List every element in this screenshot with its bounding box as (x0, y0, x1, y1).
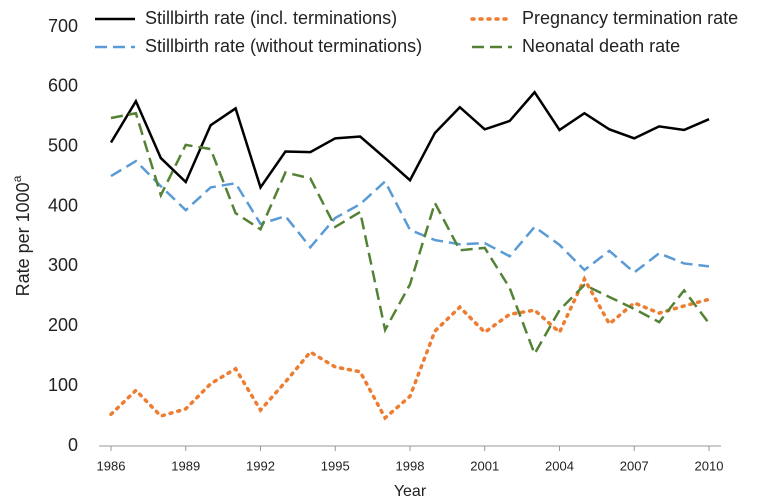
x-tick-label: 2010 (695, 458, 724, 473)
y-axis-title-superscript: a (10, 175, 24, 182)
x-tick-label: 1986 (97, 458, 126, 473)
legend-label: Stillbirth rate (incl. terminations) (145, 8, 397, 28)
y-tick-label: 300 (48, 255, 78, 275)
x-tick-label: 1989 (171, 458, 200, 473)
x-tick-label: 1995 (321, 458, 350, 473)
x-tick-label: 2001 (470, 458, 499, 473)
x-tick-label: 1992 (246, 458, 275, 473)
y-tick-label: 400 (48, 195, 78, 215)
y-tick-label: 700 (48, 16, 78, 36)
series-line (109, 90, 710, 191)
x-tick-label: 2004 (545, 458, 574, 473)
legend-label: Neonatal death rate (522, 36, 680, 56)
y-tick-label: 200 (48, 315, 78, 335)
y-axis-title: Rate per 1000a (10, 175, 33, 296)
y-tick-label: 100 (48, 375, 78, 395)
series-line (109, 275, 711, 421)
legend-label: Stillbirth rate (without terminations) (145, 36, 422, 56)
x-tick-label: 1998 (396, 458, 425, 473)
legend-label: Pregnancy termination rate (522, 8, 738, 28)
y-axis-title-text: Rate per 1000 (13, 182, 33, 296)
series-line (110, 111, 710, 357)
x-axis-title: Year (394, 483, 427, 500)
y-tick-label: 600 (48, 76, 78, 96)
series-line (110, 159, 710, 275)
y-tick-label: 0 (68, 435, 78, 455)
x-tick-label: 2007 (620, 458, 649, 473)
y-tick-label: 500 (48, 135, 78, 155)
